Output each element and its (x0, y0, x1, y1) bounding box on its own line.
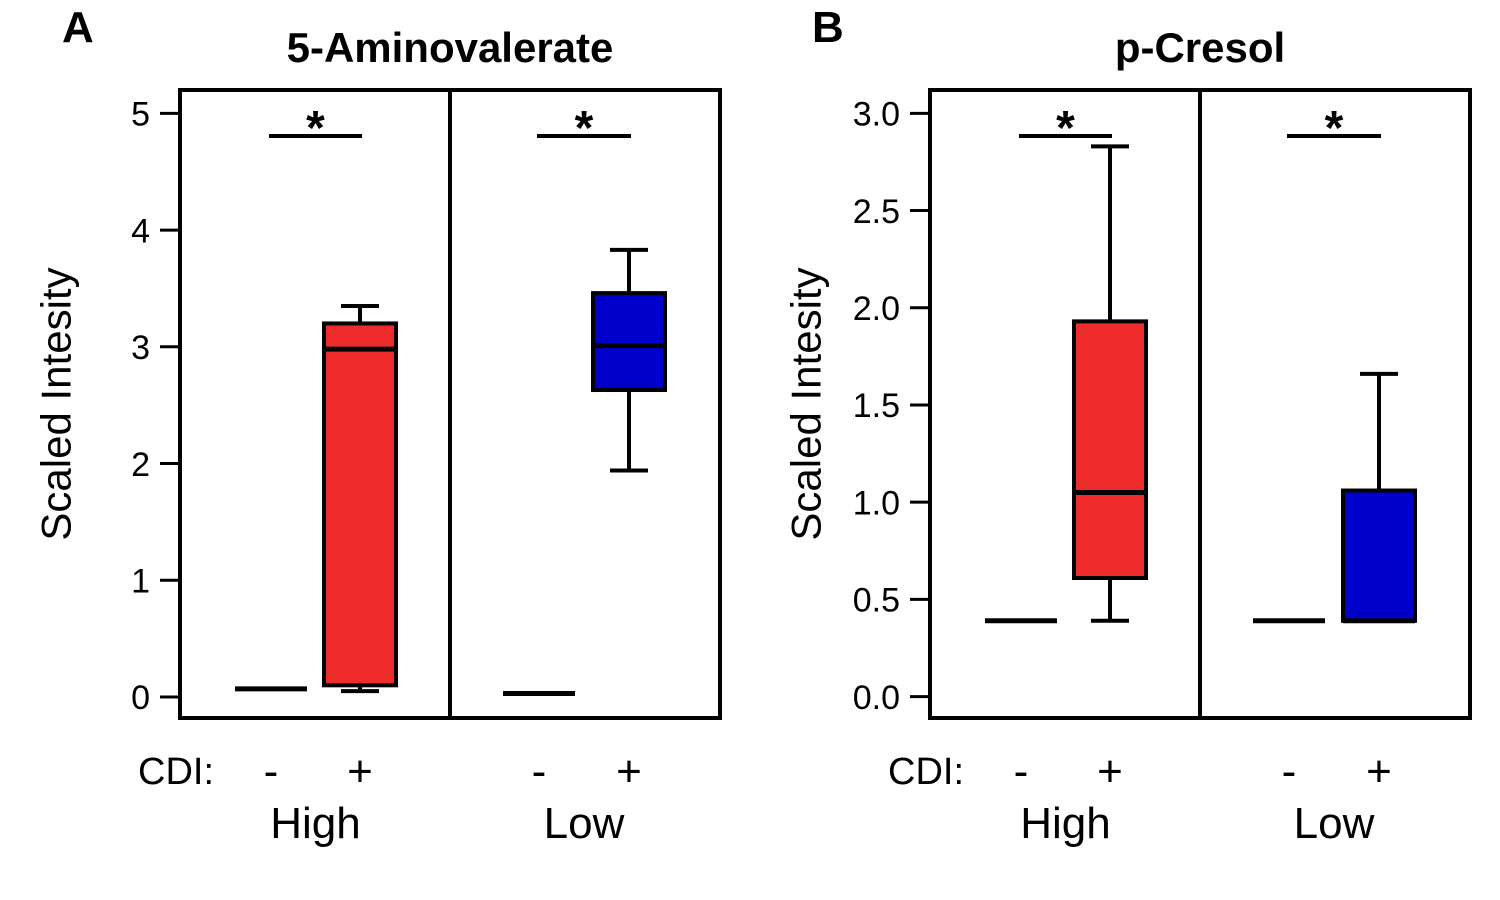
box-iqr (1074, 321, 1146, 578)
y-tick-label: 1.5 (853, 387, 900, 425)
y-tick-label: 0.0 (853, 679, 900, 717)
y-tick-label: 0.5 (853, 582, 900, 620)
group-label: Low (544, 799, 625, 848)
significance-star: * (575, 102, 594, 155)
y-tick-label: 2.0 (853, 290, 900, 328)
cdi-sign-label: + (616, 747, 642, 796)
y-tick-label: 2.5 (853, 193, 900, 231)
y-tick-label: 1 (131, 563, 150, 601)
group-label: Low (1294, 799, 1375, 848)
y-tick-label: 1.0 (853, 484, 900, 522)
group-label: High (270, 799, 361, 848)
significance-star: * (1056, 102, 1075, 155)
y-axis-label: Scaled Intesity (783, 267, 830, 540)
y-tick-label: 0 (131, 679, 150, 717)
cdi-label: CDI: (138, 751, 214, 793)
panel-a: A 5-Aminovalerate Scaled Intesity 0 1 2 3 4 5 - + *… (33, 3, 720, 848)
panel-letter: B (812, 3, 844, 52)
cdi-label: CDI: (888, 751, 964, 793)
cdi-sign-label: + (1366, 747, 1392, 796)
panel-letter: A (62, 3, 94, 52)
cdi-sign-label: - (1014, 747, 1029, 796)
box-high-cdi-plus (324, 306, 396, 691)
box-high-cdi-plus (1074, 146, 1146, 620)
cdi-sign-label: + (347, 747, 373, 796)
box-low-cdi-plus (593, 250, 665, 471)
y-tick-label: 5 (131, 96, 150, 134)
box-iqr (324, 323, 396, 685)
cdi-sign-label: - (1282, 747, 1297, 796)
box-iqr (1343, 491, 1415, 621)
box-low-cdi-plus (1343, 374, 1415, 621)
chart-title: 5-Aminovalerate (287, 24, 614, 71)
cdi-sign-label: + (1097, 747, 1123, 796)
cdi-sign-label: - (532, 747, 547, 796)
group-label: High (1020, 799, 1111, 848)
y-tick-label: 3.0 (853, 96, 900, 134)
y-tick-label: 4 (131, 212, 150, 250)
chart-title: p-Cresol (1115, 24, 1285, 71)
box-iqr (593, 293, 665, 390)
y-tick-label: 2 (131, 446, 150, 484)
y-tick-label: 3 (131, 329, 150, 367)
significance-star: * (1325, 102, 1344, 155)
significance-star: * (306, 102, 325, 155)
y-axis-label: Scaled Intesity (33, 267, 80, 540)
cdi-sign-label: - (264, 747, 279, 796)
